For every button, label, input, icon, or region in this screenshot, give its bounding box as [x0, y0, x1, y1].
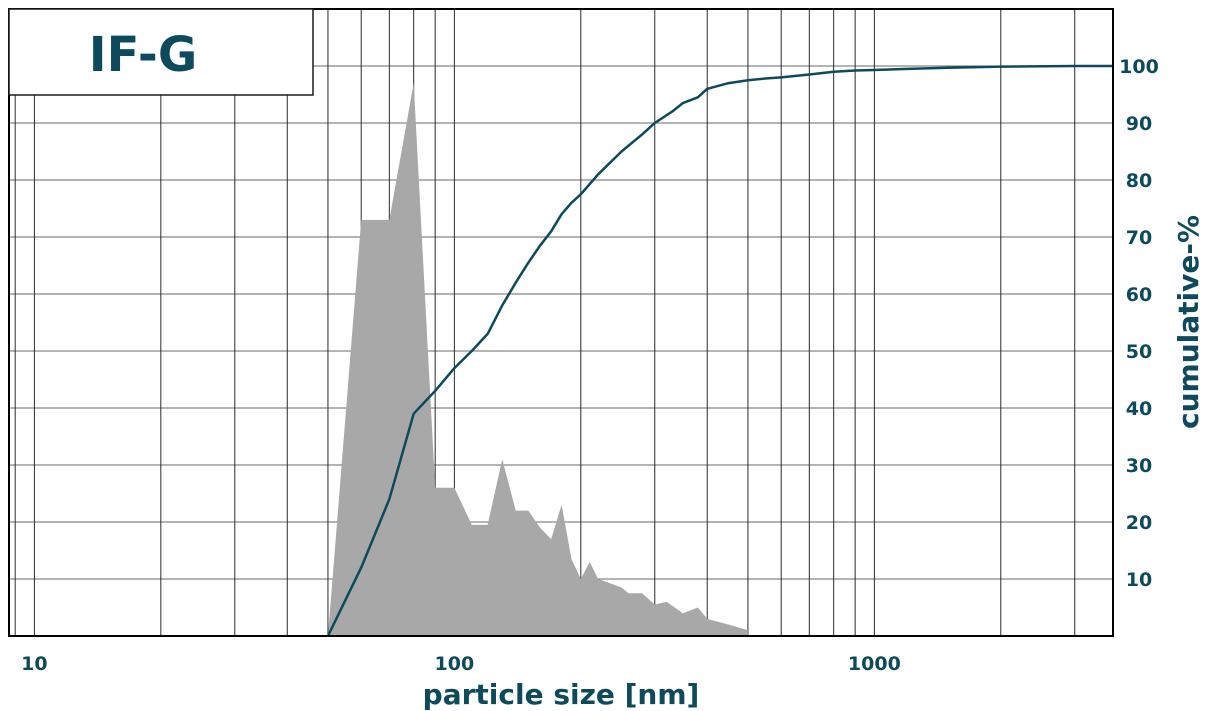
- y-tick-label: 80: [1126, 170, 1152, 192]
- title-box: IF-G: [8, 8, 314, 96]
- x-tick-label: 100: [435, 653, 475, 675]
- cumulative-line: [326, 64, 1113, 637]
- y-tick-label: 50: [1126, 341, 1152, 363]
- title-box-frame: [8, 8, 314, 96]
- distribution-area: [327, 83, 748, 637]
- y-tick-label: 70: [1126, 227, 1152, 249]
- y-tick-label: 60: [1126, 284, 1152, 306]
- plot-frame: [8, 8, 1114, 637]
- x-axis-title: particle size [nm]: [423, 678, 700, 711]
- y-axis-title: cumulative-%: [1172, 215, 1205, 429]
- chart-title: IF-G: [89, 27, 198, 83]
- y-tick-label: 30: [1126, 455, 1152, 477]
- y-tick-label: 10: [1126, 569, 1152, 591]
- y-tick-label: 40: [1126, 398, 1152, 420]
- x-tick-label: 1000: [848, 653, 901, 675]
- distribution-area-layer: [327, 83, 748, 637]
- y-tick-label: 20: [1126, 512, 1152, 534]
- cumulative-line-layer: [326, 64, 1113, 637]
- y-tick-labels: 10 20 30 40 50 60 70 80 90 100: [1119, 56, 1159, 591]
- x-tick-label: 10: [21, 653, 47, 675]
- x-tick-labels: 10 100 1000: [21, 653, 901, 675]
- y-tick-label: 90: [1126, 113, 1152, 135]
- y-tick-label: 100: [1119, 56, 1159, 78]
